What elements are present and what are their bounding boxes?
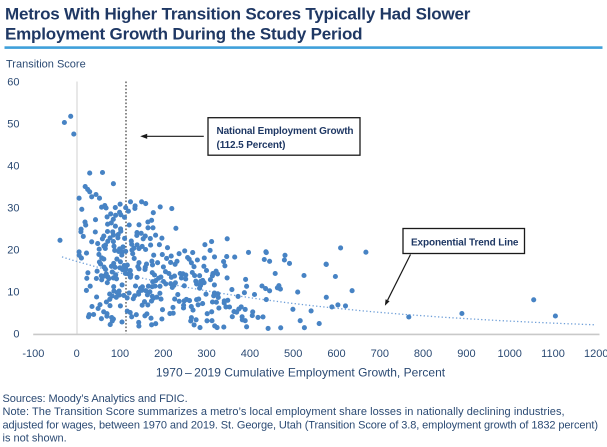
svg-text:30: 30: [7, 203, 19, 215]
svg-text:Note: The Transition Score sum: Note: The Transition Score summarizes a …: [3, 406, 565, 418]
svg-text:National Employment Growth: National Employment Growth: [217, 126, 354, 137]
svg-text:Transition Score: Transition Score: [6, 59, 86, 71]
svg-text:1200: 1200: [584, 348, 607, 360]
svg-text:100: 100: [111, 348, 129, 360]
svg-text:(112.5 Percent): (112.5 Percent): [217, 140, 286, 151]
svg-text:600: 600: [327, 348, 345, 360]
svg-text:adjusted for wages, between 19: adjusted for wages, between 1970 and 201…: [3, 419, 598, 431]
svg-text:300: 300: [197, 348, 215, 360]
svg-text:Sources: Moody’s Analytics and: Sources: Moody’s Analytics and FDIC.: [3, 393, 188, 405]
svg-text:Employment Growth During the S: Employment Growth During the Study Perio…: [5, 24, 362, 43]
svg-text:0: 0: [74, 348, 80, 360]
svg-text:200: 200: [154, 348, 172, 360]
svg-text:Exponential Trend Line: Exponential Trend Line: [411, 237, 519, 248]
svg-text:50: 50: [7, 119, 19, 131]
svg-text:1100: 1100: [541, 348, 565, 360]
svg-text:10: 10: [7, 287, 19, 299]
svg-text:1000: 1000: [497, 348, 521, 360]
svg-text:400: 400: [241, 348, 259, 360]
svg-text:700: 700: [371, 348, 389, 360]
svg-text:40: 40: [7, 161, 19, 173]
svg-text:1970 – 2019 Cumulative Employm: 1970 – 2019 Cumulative Employment Growth…: [156, 366, 446, 380]
svg-text:-100: -100: [22, 348, 44, 360]
svg-text:800: 800: [414, 348, 432, 360]
svg-text:500: 500: [284, 348, 302, 360]
svg-text:60: 60: [7, 77, 19, 89]
svg-text:900: 900: [457, 348, 475, 360]
svg-text:Metros With Higher Transition: Metros With Higher Transition Scores Typ…: [5, 4, 471, 23]
svg-text:20: 20: [7, 245, 19, 257]
svg-text:is not shown.: is not shown.: [3, 433, 67, 445]
svg-text:0: 0: [13, 329, 19, 341]
